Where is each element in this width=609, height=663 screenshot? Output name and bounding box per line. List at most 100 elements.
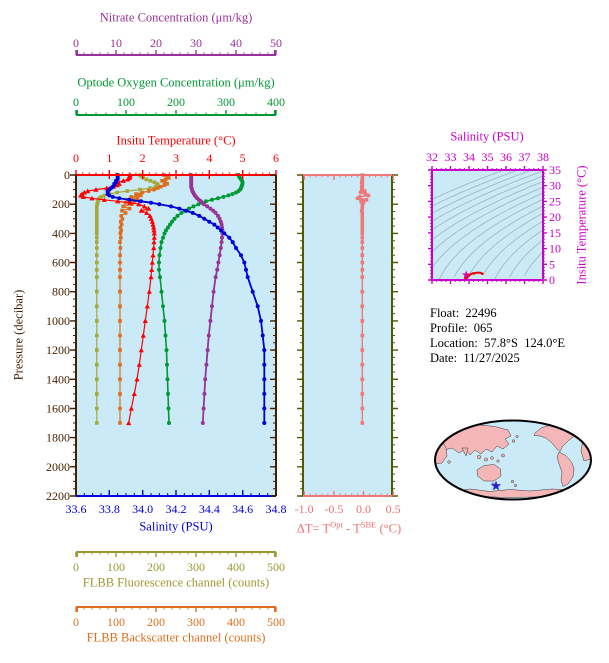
axis-end-hooks — [76, 607, 276, 612]
delta-t-axis-title: ΔT= TOpt - TSBE (°C) — [297, 518, 401, 535]
pressure-tick-label: 0 — [64, 168, 70, 182]
flbb-backscatter-profile — [118, 173, 171, 425]
tick-label: 300 — [187, 615, 205, 629]
salinity-tick-label: 34.4 — [199, 502, 220, 516]
pressure-tick-label: 200 — [52, 197, 70, 211]
isopycnal-contour-line — [432, 175, 543, 231]
isopycnal-contour-line — [509, 239, 543, 278]
main-profile-plot — [76, 172, 276, 496]
map-continent — [556, 451, 575, 487]
delta-t-sup1: Opt — [330, 519, 343, 530]
tick-label: 400 — [227, 560, 245, 574]
tick-label: 30 — [190, 36, 202, 50]
ts-temperature-tick-label: 25 — [549, 194, 561, 208]
ts-salinity-tick-label: 37 — [519, 150, 531, 164]
tick-label: 50 — [270, 36, 282, 50]
pressure-tick-label: 1200 — [46, 343, 70, 357]
location-line: Location: 57.8°S 124.0°E — [430, 336, 565, 350]
map-outline — [434, 419, 592, 501]
delta-t-tick-label: 0.5 — [386, 502, 401, 516]
ts-salinity-tick-label: 32 — [426, 150, 438, 164]
profile-number-line: Profile: 065 — [430, 321, 493, 335]
isopycnal-contour-line — [468, 212, 543, 276]
isopycnal-contour-line — [432, 186, 543, 253]
salinity-tick-label: 33.6 — [66, 502, 87, 516]
axis-ticks — [431, 166, 544, 170]
ts-salinity-tick-label: 36 — [500, 150, 512, 164]
pressure-tick-label: 1400 — [46, 372, 70, 386]
map-continent — [461, 447, 469, 457]
optode-oxygen-profile — [157, 173, 245, 425]
tick-label: 200 — [147, 615, 165, 629]
map-island — [496, 459, 500, 463]
date-line: Date: 11/27/2025 — [430, 351, 520, 365]
tick-label: 400 — [227, 615, 245, 629]
axis-ticks — [75, 607, 277, 612]
temperature-tick-label: 0 — [73, 151, 79, 165]
fluorescence-axis-title: FLBB Fluorescence channel (counts) — [82, 575, 270, 590]
backscatter-scale-axis: 0 100 200 300 400 500 — [73, 606, 285, 629]
map-island — [476, 454, 482, 460]
ts-surface-star-marker — [461, 270, 471, 279]
isopycnal-contours — [432, 170, 543, 280]
map-island — [510, 479, 515, 484]
delta-t-profile — [355, 173, 371, 425]
ts-salinity-tick-label: 33 — [445, 150, 457, 164]
pressure-axis-title: Pressure (decibar) — [11, 289, 26, 381]
isopycnal-contour-line — [524, 251, 543, 276]
tick-label: 0 — [73, 615, 79, 629]
tick-label: 200 — [147, 560, 165, 574]
delta-t-tick-label: 0.0 — [356, 502, 371, 516]
ts-temperature-tick-label: 20 — [549, 210, 561, 224]
tick-label: 300 — [187, 560, 205, 574]
main-plot-frame: 0 1 2 3 4 5 6 33.6 33.8 34.0 34.2 34.4 34.6 34.8 0 200 4… — [46, 151, 287, 516]
isopycnal-contour-line — [483, 220, 543, 274]
ts-temperature-tick-label: 30 — [549, 179, 561, 193]
isopycnal-contour-line — [432, 170, 506, 200]
map-island — [511, 439, 516, 443]
pressure-tick-label: 2200 — [46, 489, 70, 503]
salinity-tick-label: 33.8 — [99, 502, 120, 516]
temperature-tick-label: 2 — [140, 151, 146, 165]
oxygen-axis-title: Optode Oxygen Concentration (μm/kg) — [77, 75, 275, 90]
delta-t-panel-background — [303, 175, 392, 496]
flbb-fluorescence-profile-markers — [95, 173, 160, 425]
tick-label: 400 — [267, 95, 285, 109]
axis-ticks — [75, 552, 277, 557]
pressure-tick-label: 2000 — [46, 460, 70, 474]
salinity-tick-label: 34.8 — [266, 502, 287, 516]
temperature-tick-label: 5 — [240, 151, 246, 165]
salinity-tick-label: 34.6 — [232, 502, 253, 516]
axis-ticks — [303, 491, 394, 496]
axis-ticks — [543, 169, 547, 281]
map-island — [447, 460, 451, 464]
ts-panel-background — [432, 170, 543, 280]
isopycnal-contour-line — [432, 170, 543, 222]
oxygen-scale-axis: 0 100 200 300 400 — [73, 95, 285, 116]
ts-salinity-tick-label: 35 — [482, 150, 494, 164]
axis-ticks — [70, 174, 76, 497]
salinity-axis-title: Salinity (PSU) — [139, 519, 213, 534]
axis-end-hooks — [76, 552, 276, 557]
axis-ticks — [392, 174, 398, 497]
isopycnal-contour-line — [494, 229, 543, 280]
temperature-tick-label: 3 — [173, 151, 179, 165]
axis-ticks — [75, 110, 277, 115]
delta-t-sup2: SBE — [360, 519, 377, 530]
map-island — [515, 435, 519, 438]
delta-t-tick-label: -1.0 — [295, 502, 314, 516]
temperature-tick-label: 6 — [273, 151, 279, 165]
delta-t-part2: - T — [342, 521, 361, 536]
tick-label: 100 — [107, 560, 125, 574]
nitrate-axis-title: Nitrate Concentration (μm/kg) — [99, 10, 253, 25]
tick-label: 0 — [73, 95, 79, 109]
pressure-tick-label: 1800 — [46, 431, 70, 445]
axis-ticks — [303, 175, 394, 180]
delta-t-part3: (°C) — [376, 521, 402, 536]
delta-t-part1: ΔT= T — [296, 521, 331, 536]
ts-salinity-tick-label: 38 — [537, 150, 549, 164]
float-location-star — [490, 480, 502, 491]
salinity-tick-label: 34.0 — [132, 502, 153, 516]
